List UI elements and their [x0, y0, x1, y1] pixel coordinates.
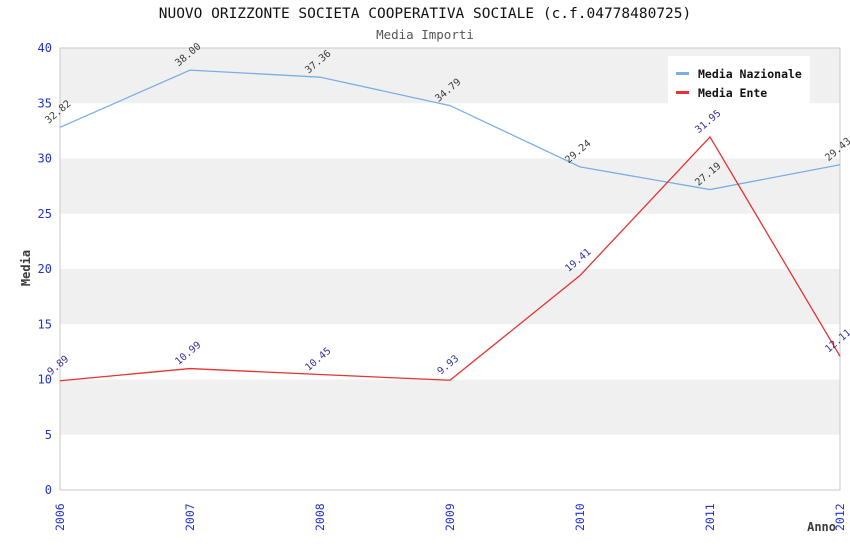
- legend-item-media-nazionale: Media Nazionale: [676, 65, 804, 82]
- y-tick-label: 30: [38, 152, 52, 166]
- chart-title: NUOVO ORIZZONTE SOCIETA COOPERATIVA SOCI…: [158, 6, 692, 22]
- legend-swatch-media-nazionale: [676, 72, 689, 75]
- y-tick-label: 10: [38, 373, 52, 387]
- x-tick-label: 2010: [573, 503, 587, 531]
- x-axis-title: Anno: [807, 520, 836, 534]
- y-axis-title: Media: [19, 250, 33, 286]
- x-tick-label: 2008: [313, 503, 327, 531]
- x-tick-label: 2007: [183, 503, 197, 531]
- x-tick-label: 2011: [703, 503, 717, 531]
- chart-subtitle: Media Importi: [376, 27, 474, 42]
- plot-band: [60, 379, 840, 435]
- y-tick-label: 0: [45, 483, 52, 497]
- y-tick-label: 20: [38, 262, 52, 276]
- plot-border: [59, 47, 841, 491]
- plot-band: [60, 269, 840, 325]
- legend-item-media-ente: Media Ente: [676, 84, 804, 101]
- y-tick-label: 15: [38, 317, 52, 331]
- legend-label-media-ente: Media Ente: [698, 85, 768, 100]
- y-tick-label: 35: [38, 96, 52, 110]
- plot-band: [60, 103, 840, 159]
- y-tick-label: 40: [38, 41, 52, 55]
- y-tick-label: 25: [38, 207, 52, 221]
- x-tick-label: 2012: [833, 503, 847, 531]
- legend-swatch-media-ente: [676, 91, 689, 94]
- media-ente-line: [59, 135, 841, 382]
- y-tick-label: 5: [45, 428, 52, 442]
- x-tick-label: 2009: [443, 503, 457, 531]
- legend: Media Nazionale Media Ente: [668, 56, 810, 110]
- plot-band: [60, 158, 840, 214]
- legend-label-media-nazionale: Media Nazionale: [698, 66, 802, 81]
- plot-band: [60, 324, 840, 380]
- plot-band: [60, 434, 840, 490]
- media-nazionale-line: [59, 69, 841, 191]
- x-tick-label: 2006: [53, 503, 67, 531]
- plot-band: [60, 213, 840, 269]
